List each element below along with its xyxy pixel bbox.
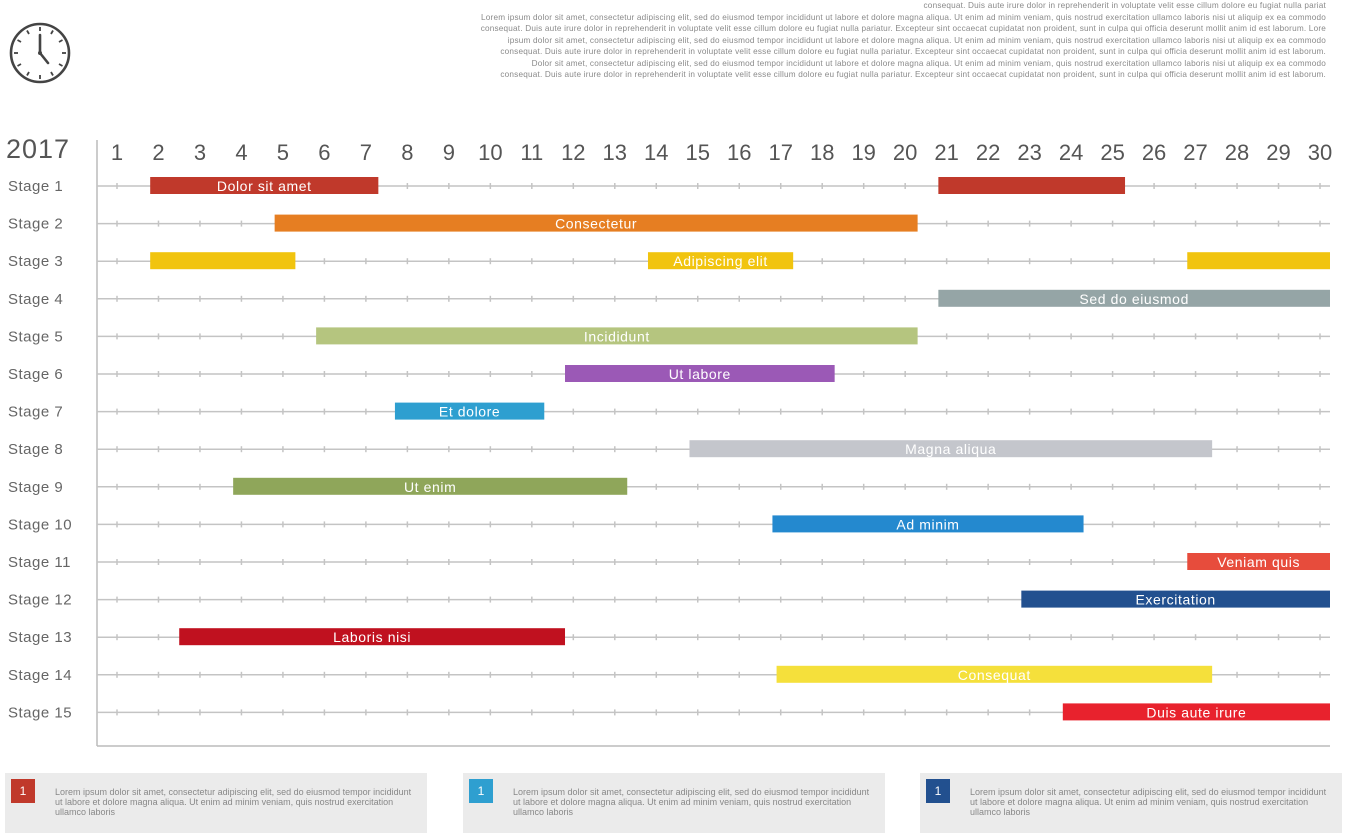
task-bar (394, 402, 545, 420)
task-label: Ut enim (404, 479, 456, 495)
day-label: 8 (401, 140, 413, 165)
card-number-badge: 1 (11, 779, 35, 803)
day-label: 9 (443, 140, 455, 165)
day-label: 1 (111, 140, 123, 165)
day-label: 27 (1183, 140, 1207, 165)
intro-text: consequat. Duis aute irure dolor in repr… (86, 0, 1326, 81)
day-label: 23 (1017, 140, 1041, 165)
stage-label: Stage 7 (8, 404, 63, 421)
task-bar (689, 440, 1213, 458)
task-bar (1062, 703, 1330, 721)
day-label: 16 (727, 140, 751, 165)
stage-label: Stage 1 (8, 178, 63, 195)
intro-line: Dolor sit amet, consectetur adipiscing e… (531, 58, 1326, 68)
day-label: 20 (893, 140, 917, 165)
task-bar (776, 665, 1213, 683)
task-label: Consequat (958, 667, 1031, 683)
day-label: 14 (644, 140, 668, 165)
day-label: 29 (1266, 140, 1290, 165)
stage-label: Stage 4 (8, 291, 63, 308)
card-text: Lorem ipsum dolor sit amet, consectetur … (970, 787, 1327, 817)
day-label: 26 (1142, 140, 1166, 165)
stage-label: Stage 10 (8, 516, 72, 533)
task-label: Incididunt (584, 328, 650, 344)
task-label: Sed do eiusmod (1079, 291, 1189, 307)
day-label: 18 (810, 140, 834, 165)
task-bar (565, 365, 835, 382)
day-label: 30 (1308, 140, 1332, 165)
day-label: 12 (561, 140, 585, 165)
day-label: 24 (1059, 140, 1083, 165)
intro-line: consequat. Duis aute irure dolor in repr… (500, 70, 1326, 79)
info-card: 1 Lorem ipsum dolor sit amet, consectetur… (5, 773, 427, 833)
task-bar (1021, 590, 1330, 608)
day-label: 7 (360, 140, 372, 165)
task-bar (233, 477, 628, 495)
day-label: 3 (194, 140, 206, 165)
task-bar (938, 289, 1330, 307)
task-bar (150, 177, 379, 194)
year-label: 2017 (6, 134, 71, 164)
day-label: 28 (1225, 140, 1249, 165)
task-label: Duis aute irure (1146, 704, 1246, 720)
task-bar (150, 252, 296, 270)
task-label: Laboris nisi (333, 629, 411, 645)
task-label: Adipiscing elit (673, 253, 768, 269)
day-label: 13 (603, 140, 627, 165)
day-label: 17 (768, 140, 792, 165)
day-label: 4 (235, 140, 247, 165)
task-bar (179, 628, 566, 646)
task-label: Ut labore (669, 366, 731, 382)
task-label: Ad minim (896, 516, 959, 532)
task-label: Consectetur (555, 216, 637, 232)
day-label: 25 (1100, 140, 1124, 165)
stage-label: Stage 15 (8, 704, 72, 721)
task-label: Veniam quis (1217, 554, 1300, 570)
task-label: Dolor sit amet (217, 178, 312, 194)
stage-label: Stage 13 (8, 629, 72, 646)
stage-label: Stage 3 (8, 253, 63, 270)
day-label: 2 (152, 140, 164, 165)
stage-label: Stage 2 (8, 216, 63, 233)
task-bar (647, 252, 794, 270)
task-bar (316, 327, 918, 345)
card-text: Lorem ipsum dolor sit amet, consectetur … (55, 787, 412, 817)
day-label: 11 (520, 140, 543, 165)
task-bar (1187, 252, 1330, 270)
card-text: Lorem ipsum dolor sit amet, consectetur … (513, 787, 870, 817)
task-label: Magna aliqua (905, 441, 996, 457)
task-bar (938, 177, 1126, 194)
intro-line: consequat. Duis aute irure dolor in repr… (500, 47, 1326, 56)
stage-label: Stage 9 (8, 479, 63, 496)
task-bar (274, 214, 918, 232)
intro-line: consequat. Duis aute irure dolor in repr… (480, 24, 1326, 33)
intro-line: consequat. Duis aute irure dolor in repr… (923, 1, 1326, 10)
stage-label: Stage 14 (8, 667, 72, 684)
day-label: 22 (976, 140, 1000, 165)
card-number-badge: 1 (469, 779, 493, 803)
gantt-chart: 1 2 3 4 5 6 7 8 9 10 11 12 13 14 15 16 17 18 19 20 21 22 23 24 2… (8, 140, 1332, 747)
day-label: 19 (851, 140, 875, 165)
stage-label: Stage 5 (8, 328, 63, 345)
stage-label: Stage 8 (8, 441, 63, 458)
task-bar (772, 515, 1084, 533)
intro-line: Lorem ipsum dolor sit amet, consectetur … (481, 12, 1326, 22)
info-card: 1 Lorem ipsum dolor sit amet, consectetur… (920, 773, 1342, 833)
day-label: 15 (686, 140, 710, 165)
task-label: Et dolore (439, 404, 500, 420)
intro-line: ipsum dolor sit amet, consectetur adipis… (507, 35, 1326, 45)
stage-label: Stage 11 (8, 554, 71, 571)
task-bar (1187, 553, 1330, 570)
day-label: 5 (277, 140, 289, 165)
day-label: 21 (934, 140, 958, 165)
task-label: Exercitation (1135, 592, 1215, 608)
info-card: 1 Lorem ipsum dolor sit amet, consectetur… (463, 773, 885, 833)
day-label: 10 (478, 140, 502, 165)
day-label: 6 (318, 140, 330, 165)
clock-icon (9, 22, 71, 84)
card-number-badge: 1 (926, 779, 950, 803)
stage-label: Stage 12 (8, 592, 72, 609)
stage-label: Stage 6 (8, 366, 63, 383)
